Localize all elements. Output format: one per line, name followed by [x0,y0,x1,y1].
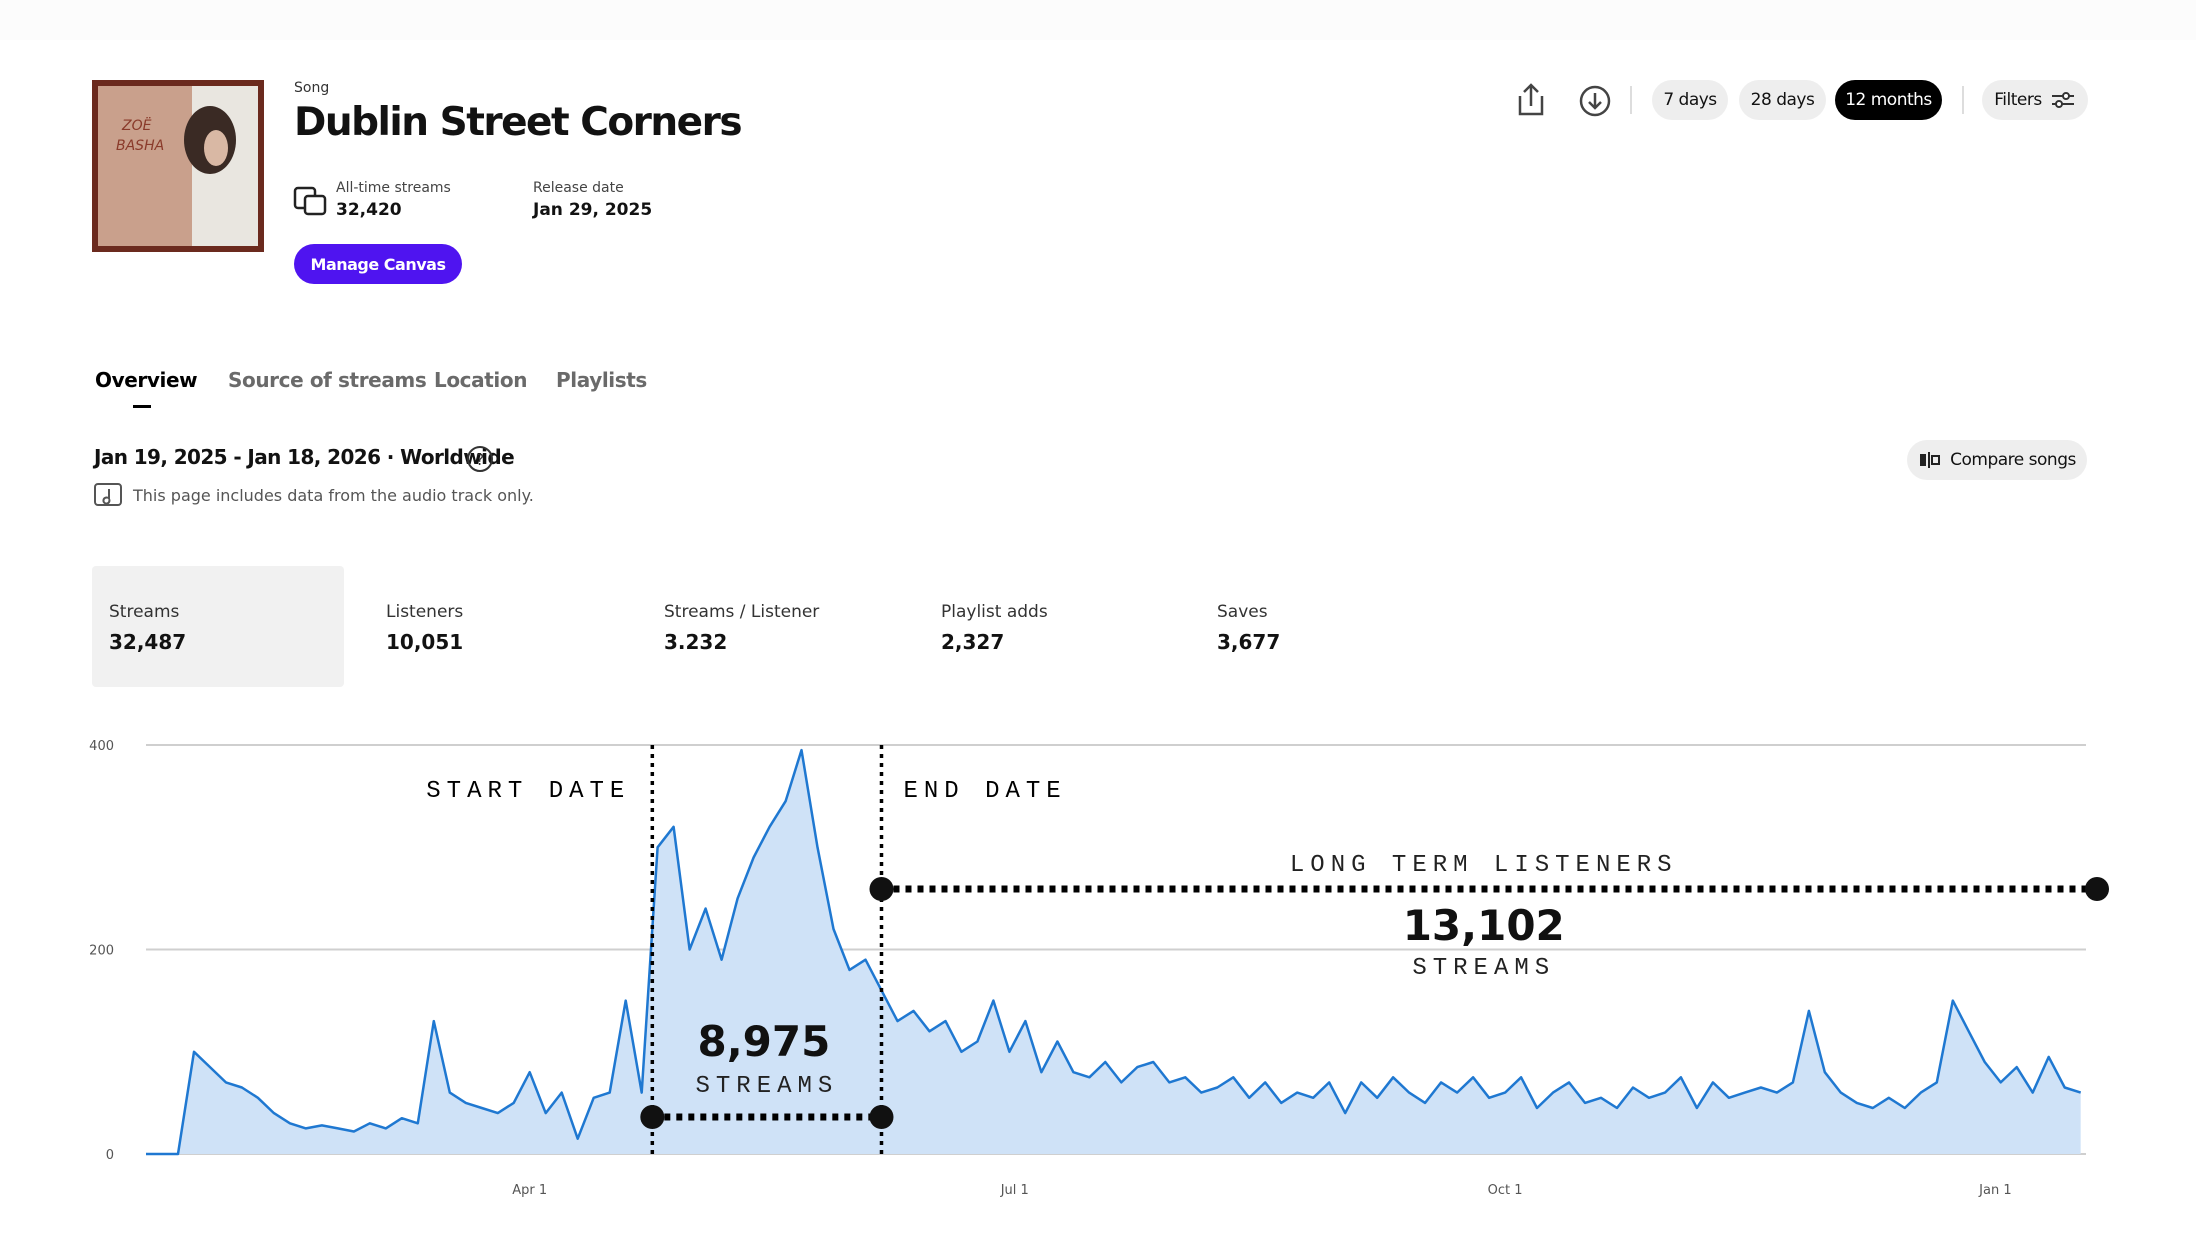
tab[interactable]: Overview [95,368,198,392]
range-pill[interactable]: 28 days [1739,80,1826,120]
svg-text:BASHA: BASHA [116,138,164,154]
note: This page includes data from the audio t… [133,486,534,505]
metric-card[interactable]: Playlist adds 2,327 [924,566,1176,687]
y-tick-label: 0 [106,1148,114,1163]
metric-card[interactable]: Streams / Listener 3.232 [647,566,899,687]
tab-indicator [133,405,151,408]
audio-icon [94,483,122,506]
tab[interactable]: Playlists [556,368,647,392]
period: Jan 19, 2025 - Jan 18, 2026 · Worldwide [94,445,515,469]
range-pill[interactable]: 7 days [1652,80,1728,120]
metric-value: 32,487 [109,630,187,654]
metric-label: Streams / Listener [664,602,820,622]
compare-button[interactable]: Compare songs [1907,440,2087,480]
top-bar [0,0,2196,40]
metric-card[interactable]: Streams 32,487 [92,566,344,687]
callout-value: 8,975 [697,1017,830,1066]
callout-value: 13,102 [1403,901,1565,950]
tab[interactable]: Location [434,368,528,392]
compare-label: Compare songs [1950,450,2076,470]
stat-value: 32,420 [336,200,402,220]
range-pill[interactable]: 12 months [1835,80,1942,120]
bracket-dot [2085,877,2109,901]
metric-label: Saves [1217,602,1268,622]
metric-value: 10,051 [386,630,464,654]
separator [1630,86,1632,114]
metric-value: 3,677 [1217,630,1281,654]
tab[interactable]: Source of streams [228,368,427,392]
callout-unit: STREAMS [695,1073,838,1100]
help-icon[interactable]: ? [466,445,494,473]
metric-card[interactable]: Listeners 10,051 [369,566,621,687]
compare-icon [1920,452,1941,468]
x-tick-label: Jul 1 [1000,1183,1029,1198]
metric-label: Listeners [386,602,464,622]
metric-value: 2,327 [941,630,1005,654]
area-fill [146,750,2081,1154]
marker-label: START DATE [426,778,630,805]
song-title: Dublin Street Corners [294,100,743,145]
stat-label: All-time streams [336,180,451,196]
metric-card[interactable]: Saves 3,677 [1200,566,1452,687]
x-tick-label: Apr 1 [512,1183,547,1198]
streams-icon [293,186,327,216]
stat-label: Release date [533,180,624,196]
x-tick-label: Oct 1 [1488,1183,1523,1198]
bracket-dot [640,1105,665,1129]
svg-text:ZOË: ZOË [121,116,152,134]
stat-value: Jan 29, 2025 [533,200,653,220]
share-icon[interactable] [1514,82,1548,118]
chart: 0 200 400 Apr 1 Jul 1 Oct 1 Jan 1 START DATE END… [89,739,2109,1198]
filters-label: Filters [1994,90,2042,110]
x-tick-label: Jan 1 [1978,1183,2011,1198]
separator [1962,86,1964,114]
svg-text:?: ? [476,450,485,469]
marker-label: END DATE [903,778,1066,805]
filters-button[interactable]: Filters [1982,80,2088,120]
area-line [146,748,2082,1156]
metric-value: 3.232 [664,630,728,654]
filters-icon [2051,92,2074,108]
manage-canvas-button[interactable]: Manage Canvas [294,244,462,284]
album-art[interactable]: ZOË BASHA [92,80,264,252]
y-tick-label: 400 [89,739,114,754]
download-icon[interactable] [1578,84,1612,118]
y-tick-label: 200 [89,944,114,959]
callout-title: LONG TERM LISTENERS [1290,852,1678,879]
item-type: Song [294,80,330,96]
bracket-dot [869,877,894,901]
callout-unit: STREAMS [1412,955,1555,982]
metric-label: Playlist adds [941,602,1048,622]
metric-label: Streams [109,602,180,622]
bracket-dot [869,1105,894,1129]
